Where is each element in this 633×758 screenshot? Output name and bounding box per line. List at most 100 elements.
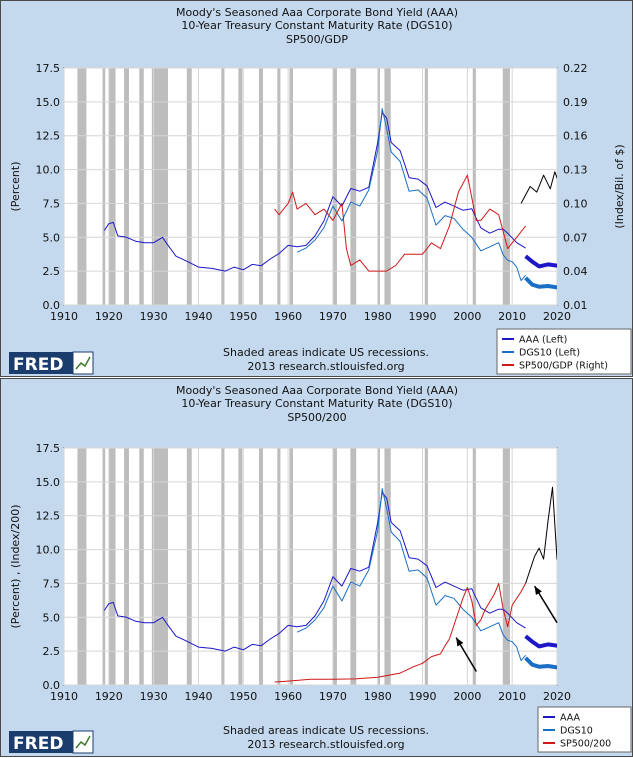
series-group xyxy=(103,108,557,290)
recession-band xyxy=(221,448,225,685)
recession-band xyxy=(124,68,129,305)
chart-panel-bottom: Moody's Seasoned Aaa Corporate Bond Yiel… xyxy=(0,378,633,757)
chart-title-line: 10-Year Treasury Constant Maturity Rate … xyxy=(181,19,452,32)
recession-band xyxy=(472,68,476,305)
recession-band xyxy=(332,448,337,685)
series-line-4 xyxy=(524,634,557,649)
plot-area xyxy=(63,67,558,306)
recession-band xyxy=(350,448,357,685)
recession-band xyxy=(277,68,281,305)
y-tick-label: 0.0 xyxy=(43,299,61,312)
x-tick-label: 1990 xyxy=(409,690,437,703)
recession-band xyxy=(186,448,192,685)
legend-box xyxy=(496,328,632,375)
recession-band xyxy=(139,448,144,685)
y-tick-label: 15.0 xyxy=(36,96,61,109)
fred-logo: FRED xyxy=(9,730,94,754)
recession-band xyxy=(472,448,476,685)
plot-area xyxy=(63,447,558,686)
x-tick-label: 1970 xyxy=(319,690,347,703)
x-tick-label: 2020 xyxy=(543,310,571,323)
recession-band xyxy=(221,68,225,305)
y-tick-label: 0.0 xyxy=(43,679,61,692)
fred-logo-chart-line xyxy=(75,735,91,749)
recession-band xyxy=(332,68,337,305)
y2-tick-label: 0.01 xyxy=(563,299,588,312)
y-tick-label: 2.5 xyxy=(43,265,61,278)
series-line-2 xyxy=(274,582,527,683)
x-tick-label: 2010 xyxy=(498,310,526,323)
footnote-line: 2013 research.stlouisfed.org xyxy=(247,738,404,751)
series-line-4 xyxy=(524,254,557,269)
y2-tick-label: 0.13 xyxy=(563,164,588,177)
recession-band xyxy=(502,68,510,305)
fred-logo: FRED xyxy=(9,351,94,375)
footnote-line: Shaded areas indicate US recessions. xyxy=(223,724,429,737)
recession-band xyxy=(186,68,192,305)
x-tick-label: 1920 xyxy=(95,690,123,703)
x-tick-label: 1950 xyxy=(229,690,257,703)
recession-band xyxy=(238,68,243,305)
fred-logo-chart-icon xyxy=(72,730,94,754)
x-tick-label: 1920 xyxy=(95,310,123,323)
x-tick-label: 2020 xyxy=(543,690,571,703)
fred-logo-text: FRED xyxy=(13,355,63,375)
recession-band xyxy=(350,68,357,305)
recession-band xyxy=(377,448,380,685)
x-tick-label: 1930 xyxy=(140,690,168,703)
x-tick-label: 1940 xyxy=(184,310,212,323)
annotation-arrow-head xyxy=(456,637,464,647)
x-tick-label: 1980 xyxy=(364,690,392,703)
y-tick-label: 5.0 xyxy=(43,611,61,624)
y2-axis-label: (Index/Bil. of $) xyxy=(613,144,626,228)
fred-logo-bg xyxy=(9,731,73,753)
x-tick-label: 1970 xyxy=(319,310,347,323)
legend-label: AAA xyxy=(560,713,581,724)
y2-tick-label: 0.10 xyxy=(563,197,588,210)
x-tick-label: 1950 xyxy=(229,310,257,323)
y-tick-label: 7.5 xyxy=(43,577,61,590)
recession-band xyxy=(424,448,428,685)
series-line-0 xyxy=(103,112,526,272)
x-tick-label: 1960 xyxy=(274,310,302,323)
series-line-5 xyxy=(524,276,557,290)
x-tick-label: 1960 xyxy=(274,690,302,703)
fred-logo-text: FRED xyxy=(13,734,63,754)
series-line-1 xyxy=(296,488,526,662)
recession-band xyxy=(102,448,106,685)
x-tick-label: 2010 xyxy=(498,690,526,703)
y2-tick-label: 0.19 xyxy=(563,96,588,109)
x-tick-label: 1910 xyxy=(50,310,78,323)
recession-band xyxy=(258,68,263,305)
series-line-3 xyxy=(520,171,557,204)
legend-label: DGS10 (Left) xyxy=(519,348,580,359)
y2-tick-label: 0.07 xyxy=(563,231,588,244)
recession-band xyxy=(139,68,144,305)
legend-label: AAA (Left) xyxy=(519,335,567,346)
x-tick-label: 1990 xyxy=(409,310,437,323)
legend-label: DGS10 xyxy=(560,726,593,737)
series-line-3 xyxy=(525,486,557,584)
legend-label: SP500/GDP (Right) xyxy=(519,361,608,372)
y2-tick-label: 0.16 xyxy=(563,130,588,143)
chart-top-svg: Moody's Seasoned Aaa Corporate Bond Yiel… xyxy=(9,6,632,375)
fred-logo-chart-line xyxy=(75,356,91,370)
recession-band xyxy=(151,68,168,305)
y-tick-label: 5.0 xyxy=(43,231,61,244)
chart-title-line: Moody's Seasoned Aaa Corporate Bond Yiel… xyxy=(176,6,458,19)
annotation-arrow-head xyxy=(534,586,542,596)
recession-band xyxy=(151,448,168,685)
y-tick-label: 7.5 xyxy=(43,197,61,210)
recession-band xyxy=(502,448,510,685)
chart-title-line: SP500/200 xyxy=(287,411,346,424)
recession-band xyxy=(289,448,294,685)
recession-band xyxy=(108,448,116,685)
y-axis-label: (Percent) xyxy=(9,162,22,212)
footnote-line: Shaded areas indicate US recessions. xyxy=(223,346,429,359)
y-tick-label: 10.0 xyxy=(36,164,61,177)
y2-tick-label: 0.22 xyxy=(563,62,588,75)
footnote-line: 2013 research.stlouisfed.org xyxy=(247,360,404,373)
x-tick-label: 1910 xyxy=(50,690,78,703)
recession-band xyxy=(124,448,129,685)
x-tick-label: 2000 xyxy=(453,690,481,703)
